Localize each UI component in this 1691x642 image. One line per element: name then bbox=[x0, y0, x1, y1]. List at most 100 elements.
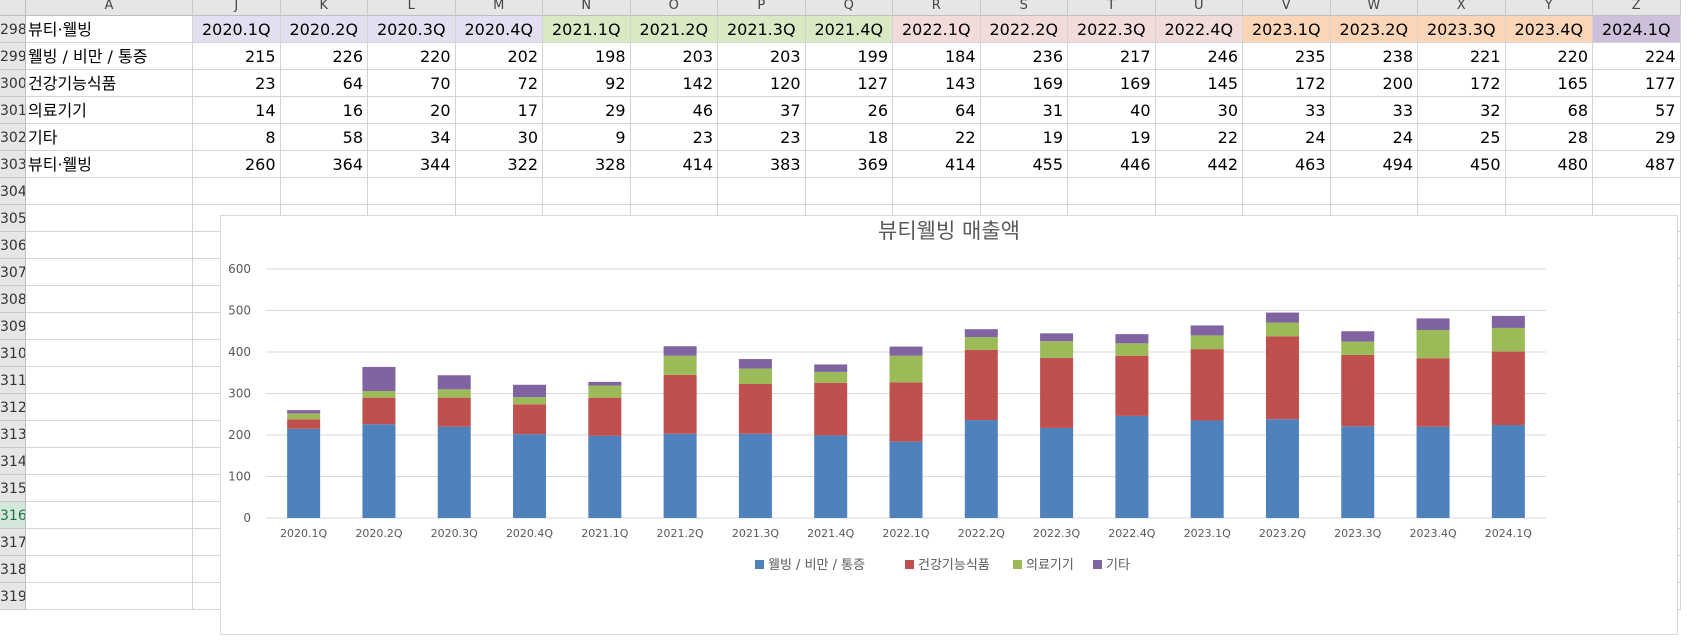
cell-value[interactable]: 29 bbox=[543, 97, 631, 124]
cell-quarter-header[interactable]: 2021.4Q bbox=[805, 16, 893, 43]
cell-value[interactable]: 57 bbox=[1593, 97, 1681, 124]
cell-value[interactable]: 120 bbox=[718, 70, 806, 97]
cell-value[interactable]: 463 bbox=[1243, 151, 1331, 178]
cell-empty[interactable] bbox=[280, 178, 368, 205]
cell-value[interactable]: 455 bbox=[980, 151, 1068, 178]
cell-value[interactable]: 220 bbox=[1505, 43, 1593, 70]
cell-value[interactable]: 221 bbox=[1418, 43, 1506, 70]
cell-empty[interactable] bbox=[543, 178, 631, 205]
row-header-313[interactable]: 313 bbox=[0, 421, 26, 448]
cell-value[interactable]: 34 bbox=[368, 124, 456, 151]
cell-empty[interactable] bbox=[368, 178, 456, 205]
cell-value[interactable]: 200 bbox=[1330, 70, 1418, 97]
row-header-315[interactable]: 315 bbox=[0, 475, 26, 502]
cell-empty[interactable] bbox=[26, 259, 193, 286]
cell-quarter-header[interactable]: 2022.1Q bbox=[893, 16, 981, 43]
cell-quarter-header[interactable]: 2024.1Q bbox=[1593, 16, 1681, 43]
cell-value[interactable]: 322 bbox=[455, 151, 543, 178]
cell-value[interactable]: 19 bbox=[1068, 124, 1156, 151]
cell-empty[interactable] bbox=[1330, 178, 1418, 205]
cell-value[interactable]: 20 bbox=[368, 97, 456, 124]
cell-empty[interactable] bbox=[718, 178, 806, 205]
cell-empty[interactable] bbox=[26, 205, 193, 232]
cell-empty[interactable] bbox=[26, 232, 193, 259]
column-header-x[interactable]: X bbox=[1418, 0, 1506, 16]
column-header-v[interactable]: V bbox=[1243, 0, 1331, 16]
cell-value[interactable]: 480 bbox=[1505, 151, 1593, 178]
cell-value[interactable]: 8 bbox=[193, 124, 281, 151]
cell-quarter-header[interactable]: 2021.3Q bbox=[718, 16, 806, 43]
cell-empty[interactable] bbox=[1155, 178, 1243, 205]
row-header-302[interactable]: 302 bbox=[0, 124, 26, 151]
cell-value[interactable]: 32 bbox=[1418, 97, 1506, 124]
cell-empty[interactable] bbox=[26, 286, 193, 313]
cell-value[interactable]: 23 bbox=[718, 124, 806, 151]
cell-value[interactable]: 145 bbox=[1155, 70, 1243, 97]
cell-value[interactable]: 199 bbox=[805, 43, 893, 70]
cell-value[interactable]: 22 bbox=[893, 124, 981, 151]
cell-value[interactable]: 364 bbox=[280, 151, 368, 178]
cell-quarter-header[interactable]: 2020.3Q bbox=[368, 16, 456, 43]
cell-quarter-header[interactable]: 2022.2Q bbox=[980, 16, 1068, 43]
column-header-m[interactable]: M bbox=[455, 0, 543, 16]
cell-value[interactable]: 414 bbox=[630, 151, 718, 178]
cell-empty[interactable] bbox=[455, 178, 543, 205]
cell-value[interactable]: 446 bbox=[1068, 151, 1156, 178]
column-header-o[interactable]: O bbox=[630, 0, 718, 16]
cell-value[interactable]: 369 bbox=[805, 151, 893, 178]
cell-value[interactable]: 328 bbox=[543, 151, 631, 178]
row-header-299[interactable]: 299 bbox=[0, 43, 26, 70]
row-header-301[interactable]: 301 bbox=[0, 97, 26, 124]
cell-empty[interactable] bbox=[26, 529, 193, 556]
cell-empty[interactable] bbox=[26, 313, 193, 340]
cell-empty[interactable] bbox=[26, 556, 193, 583]
cell-value[interactable]: 165 bbox=[1505, 70, 1593, 97]
row-header-311[interactable]: 311 bbox=[0, 367, 26, 394]
cell-value[interactable]: 22 bbox=[1155, 124, 1243, 151]
cell-value[interactable]: 64 bbox=[893, 97, 981, 124]
cell-quarter-header[interactable]: 2023.1Q bbox=[1243, 16, 1331, 43]
column-header-w[interactable]: W bbox=[1330, 0, 1418, 16]
cell-value[interactable]: 414 bbox=[893, 151, 981, 178]
cell-empty[interactable] bbox=[893, 178, 981, 205]
cell-row-label[interactable]: 의료기기 bbox=[26, 97, 193, 124]
cell-empty[interactable] bbox=[980, 178, 1068, 205]
cell-value[interactable]: 26 bbox=[805, 97, 893, 124]
cell-value[interactable]: 215 bbox=[193, 43, 281, 70]
cell-empty[interactable] bbox=[630, 178, 718, 205]
cell-empty[interactable] bbox=[26, 583, 193, 610]
cell-value[interactable]: 224 bbox=[1593, 43, 1681, 70]
cell-empty[interactable] bbox=[1243, 178, 1331, 205]
cell-value[interactable]: 246 bbox=[1155, 43, 1243, 70]
row-header-312[interactable]: 312 bbox=[0, 394, 26, 421]
cell-empty[interactable] bbox=[1418, 178, 1506, 205]
cell-value[interactable]: 177 bbox=[1593, 70, 1681, 97]
cell-empty[interactable] bbox=[1593, 178, 1681, 205]
cell-empty[interactable] bbox=[26, 475, 193, 502]
cell-empty[interactable] bbox=[1068, 178, 1156, 205]
row-header-310[interactable]: 310 bbox=[0, 340, 26, 367]
cell-quarter-header[interactable]: 2022.4Q bbox=[1155, 16, 1243, 43]
cell-value[interactable]: 202 bbox=[455, 43, 543, 70]
cell-value[interactable]: 68 bbox=[1505, 97, 1593, 124]
cell-row-label[interactable]: 뷰티·웰빙 bbox=[26, 151, 193, 178]
cell-value[interactable]: 203 bbox=[718, 43, 806, 70]
cell-value[interactable]: 169 bbox=[1068, 70, 1156, 97]
column-header-t[interactable]: T bbox=[1068, 0, 1156, 16]
cell-value[interactable]: 64 bbox=[280, 70, 368, 97]
cell-value[interactable]: 238 bbox=[1330, 43, 1418, 70]
column-header-q[interactable]: Q bbox=[805, 0, 893, 16]
column-header-l[interactable]: L bbox=[368, 0, 456, 16]
cell-empty[interactable] bbox=[26, 367, 193, 394]
cell-value[interactable]: 442 bbox=[1155, 151, 1243, 178]
cell-value[interactable]: 18 bbox=[805, 124, 893, 151]
cell-value[interactable]: 235 bbox=[1243, 43, 1331, 70]
row-header-304[interactable]: 304 bbox=[0, 178, 26, 205]
cell-value[interactable]: 24 bbox=[1330, 124, 1418, 151]
cell-empty[interactable] bbox=[26, 448, 193, 475]
row-header-316[interactable]: 316 bbox=[0, 502, 26, 529]
cell-value[interactable]: 28 bbox=[1505, 124, 1593, 151]
column-header-n[interactable]: N bbox=[543, 0, 631, 16]
cell-value[interactable]: 487 bbox=[1593, 151, 1681, 178]
cell-row-label[interactable]: 웰빙 / 비만 / 통증 bbox=[26, 43, 193, 70]
